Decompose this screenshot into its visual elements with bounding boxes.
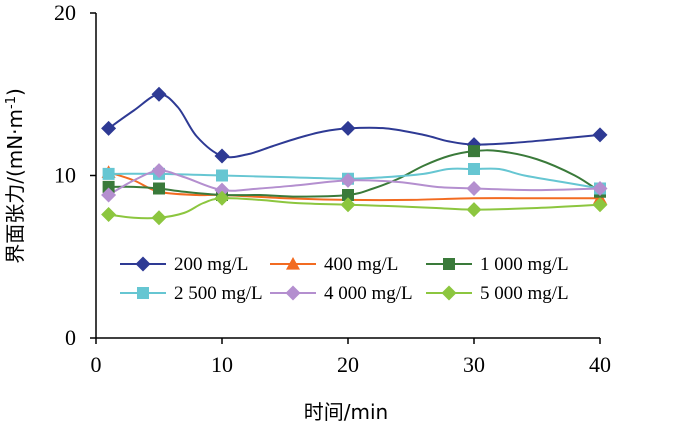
legend-label: 5 000 mg/L <box>480 283 569 304</box>
legend-item-4-000-mg-l: 4 000 mg/L <box>270 283 413 304</box>
legend-item-400-mg-l: 400 mg/L <box>270 254 398 275</box>
y-axis-title-close: ) <box>3 88 27 96</box>
y-axis-title-main: 界面张力/(mN·m <box>3 109 27 264</box>
x-tick-label: 20 <box>337 352 359 377</box>
x-tick-label: 40 <box>589 352 611 377</box>
series-markers <box>101 86 608 226</box>
data-point-4-000-mg-l <box>151 163 167 179</box>
legend: 200 mg/L 400 mg/L 1 000 mg/L 2 500 mg/L 4 00… <box>120 254 569 304</box>
data-point-1-000-mg-l <box>468 145 480 158</box>
data-point-4-000-mg-l <box>592 181 608 196</box>
data-point-4-000-mg-l <box>466 181 482 196</box>
legend-swatch-marker <box>285 285 301 301</box>
y-tick-label: 20 <box>54 0 76 25</box>
data-point-200-mg-l <box>101 120 117 136</box>
data-point-1-000-mg-l <box>153 182 165 195</box>
data-point-4-000-mg-l <box>340 172 356 188</box>
data-point-2-500-mg-l <box>102 167 115 180</box>
y-tick-label: 10 <box>54 163 76 188</box>
series-lines <box>108 93 601 220</box>
series-line-5-000-mg-l <box>108 197 601 220</box>
legend-item-5-000-mg-l: 5 000 mg/L <box>426 283 569 304</box>
y-axis-title: 界面张力/(mN·m-1) <box>3 88 27 264</box>
legend-swatch-marker <box>135 256 151 272</box>
data-point-4-000-mg-l <box>214 182 230 198</box>
legend-item-1-000-mg-l: 1 000 mg/L <box>426 254 569 275</box>
data-point-4-000-mg-l <box>101 187 117 203</box>
x-tick-label: 30 <box>463 352 485 377</box>
legend-label: 400 mg/L <box>324 254 398 275</box>
data-point-1-000-mg-l <box>342 189 354 201</box>
data-point-2-500-mg-l <box>216 169 228 182</box>
data-point-5-000-mg-l <box>592 197 608 213</box>
data-point-5-000-mg-l <box>340 197 356 213</box>
legend-swatch-marker <box>137 287 149 299</box>
legend-swatch-marker <box>443 258 455 270</box>
x-tick-label: 0 <box>91 352 102 377</box>
data-point-5-000-mg-l <box>101 207 117 222</box>
data-point-200-mg-l <box>151 86 167 102</box>
legend-label: 2 500 mg/L <box>174 283 263 304</box>
series-line-200-mg-l <box>108 93 601 159</box>
series-line-1-000-mg-l <box>108 149 601 198</box>
data-point-2-500-mg-l <box>468 163 480 175</box>
legend-item-200-mg-l: 200 mg/L <box>120 254 248 275</box>
series-line-2-500-mg-l <box>108 167 601 190</box>
data-point-200-mg-l <box>340 120 356 136</box>
series-line-400-mg-l <box>108 171 600 202</box>
legend-label: 1 000 mg/L <box>480 254 569 275</box>
y-axis-title-sup: -1 <box>4 96 19 109</box>
y-tick-label: 0 <box>65 325 76 350</box>
legend-label: 4 000 mg/L <box>324 283 413 304</box>
x-tick-label: 10 <box>211 352 233 377</box>
legend-label: 200 mg/L <box>174 254 248 275</box>
legend-item-2-500-mg-l: 2 500 mg/L <box>120 283 263 304</box>
data-point-5-000-mg-l <box>466 202 482 218</box>
legend-swatch-marker <box>441 285 457 301</box>
data-point-5-000-mg-l <box>151 210 167 226</box>
x-axis-title: 时间/min <box>304 400 388 424</box>
data-point-200-mg-l <box>214 148 230 164</box>
data-point-5-000-mg-l <box>214 190 230 206</box>
tick-labels: 0 10 20 30 40 0 10 20 <box>54 0 611 377</box>
data-point-200-mg-l <box>592 127 608 143</box>
legend-swatch-marker <box>286 257 300 270</box>
axes <box>90 12 601 344</box>
data-point-1-000-mg-l <box>102 180 115 193</box>
